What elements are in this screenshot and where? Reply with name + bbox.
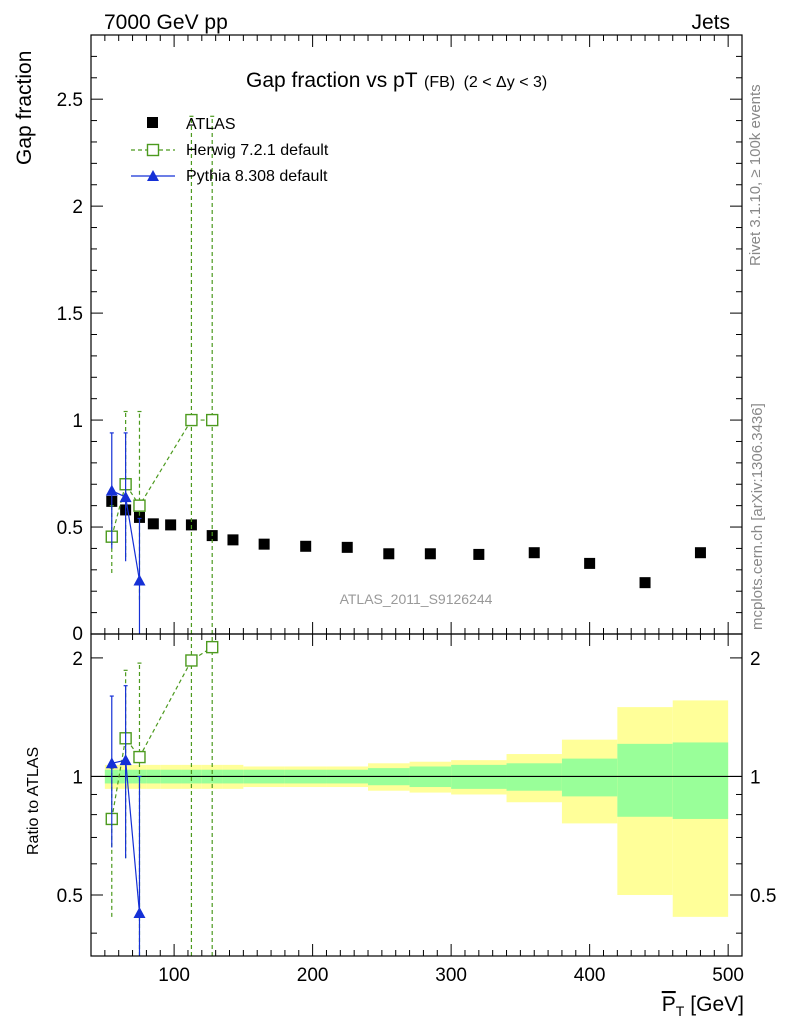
x-axis-label-subscript: T <box>676 1003 685 1019</box>
atlas-data-point <box>258 538 270 550</box>
x-axis-label: PT [GeV] <box>662 993 744 1019</box>
legend-marker-herwig <box>146 143 160 157</box>
pythia-ratio-point <box>119 754 132 766</box>
herwig-data-point <box>133 499 146 512</box>
ratio-panel-frame <box>90 633 743 957</box>
legend-marker-pythia <box>147 170 159 181</box>
legend: ATLAS Herwig 7.2.1 default Pythia 8.308 … <box>131 116 329 185</box>
pythia-data-point <box>133 574 146 586</box>
legend-label-atlas: ATLAS <box>186 116 236 133</box>
x-axis-label-symbol: P <box>662 993 676 1016</box>
ratio-series <box>105 633 219 956</box>
main-y-tick-label: 1 <box>72 411 83 432</box>
pythia-data-point <box>105 484 118 496</box>
pythia-ratio-point <box>105 757 118 769</box>
atlas-data-point <box>694 547 706 559</box>
header-process: Jets <box>691 11 730 34</box>
atlas-data-point <box>133 511 145 523</box>
chart-title-main: Gap fraction vs pT <box>246 69 418 92</box>
herwig-data-point <box>205 413 219 427</box>
x-tick-label: 300 <box>435 965 467 986</box>
main-y-zero-label: 0 <box>72 624 83 645</box>
ratio-y-tick-label: 0.5 <box>57 886 83 907</box>
atlas-data-point <box>528 547 540 559</box>
atlas-data-point <box>383 548 395 560</box>
atlas-data-point <box>185 519 197 531</box>
ratio-band-inner <box>561 758 618 797</box>
ratio-y-tick-label-right: 2 <box>750 649 761 670</box>
ratio-y-tick-label-right: 0.5 <box>750 886 776 907</box>
main-y-tick-label: 2.5 <box>57 90 83 111</box>
main-y-axis-label: Gap fraction <box>13 51 36 165</box>
main-series <box>105 115 706 634</box>
atlas-data-point <box>584 557 596 569</box>
legend-label-herwig: Herwig 7.2.1 default <box>186 142 329 159</box>
ratio-y-tick-label: 2 <box>72 649 83 670</box>
main-y-tick-label: 2 <box>72 197 83 218</box>
pythia-ratio-point <box>133 907 146 919</box>
atlas-data-point <box>300 540 312 552</box>
atlas-data-point <box>165 519 177 531</box>
legend-label-pythia: Pythia 8.308 default <box>186 168 328 185</box>
analysis-watermark: ATLAS_2011_S9126244 <box>340 591 493 607</box>
ratio-band-inner <box>617 743 673 817</box>
atlas-data-point <box>227 534 239 546</box>
x-axis-label-unit: [GeV] <box>690 993 744 1016</box>
ratio-y-tick-label-right: 1 <box>750 767 761 788</box>
header-energy: 7000 GeV pp <box>104 11 228 34</box>
ratio-y-axis-label: Ratio to ATLAS <box>25 747 42 855</box>
herwig-ratio-point <box>185 654 198 667</box>
x-tick-label: 500 <box>712 965 744 986</box>
atlas-data-point <box>341 541 353 553</box>
rivet-version-label: Rivet 3.1.10, ≥ 100k events <box>747 84 764 266</box>
ratio-y-tick-label: 1 <box>72 767 83 788</box>
chart-title: Gap fraction vs pT (FB) (2 < Δy < 3) <box>246 69 547 92</box>
x-tick-label: 400 <box>574 965 606 986</box>
atlas-data-point <box>147 518 159 530</box>
chart-title-range: (2 < Δy < 3) <box>464 74 548 91</box>
herwig-data-point <box>185 413 198 427</box>
ratio-uncertainty-bands <box>91 700 742 917</box>
atlas-data-point <box>473 548 485 560</box>
x-tick-label: 100 <box>158 965 190 986</box>
atlas-data-point <box>424 548 436 560</box>
ratio-band-inner <box>672 742 729 819</box>
legend-marker-atlas <box>147 117 158 128</box>
main-y-tick-label: 1.5 <box>57 304 83 325</box>
mcplots-label: mcplots.cern.ch [arXiv:1306.3436] <box>749 403 766 630</box>
axes: 100 200 300 400 500 0.5 1 1.5 2 2.5 0 0.5 0.5 1 1 2 2 <box>57 35 776 986</box>
pythia-data-point <box>119 491 132 503</box>
chart-title-suffix: (FB) <box>424 74 455 91</box>
herwig-ratio-point <box>205 640 219 654</box>
main-y-tick-label: 0.5 <box>57 518 83 539</box>
atlas-data-point <box>639 577 651 589</box>
x-tick-label: 200 <box>297 965 329 986</box>
herwig-ratio-point <box>133 750 146 764</box>
